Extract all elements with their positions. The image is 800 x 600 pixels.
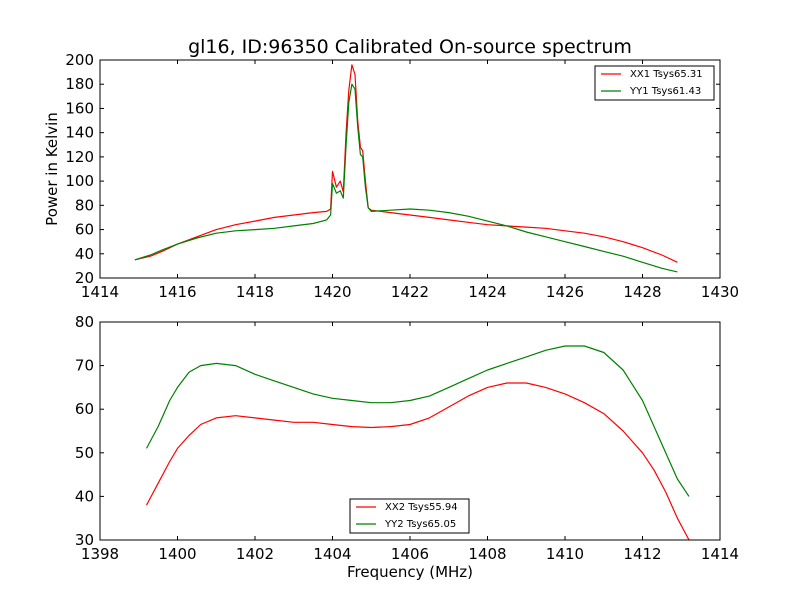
x-tick-label: 1400 <box>158 545 196 563</box>
y-tick-label: 120 <box>65 148 94 166</box>
series-line-yy2 <box>145 345 690 497</box>
top-legend: XX1 Tsys65.31 YY1 Tsys61.43 <box>594 65 715 101</box>
x-tick-label: 1422 <box>391 283 429 301</box>
y-tick-label: 80 <box>75 313 94 331</box>
legend-label-yy1: YY1 Tsys61.43 <box>629 86 701 97</box>
y-tick-label: 40 <box>75 245 94 263</box>
x-tick-label: 1426 <box>546 283 584 301</box>
y-tick-label: 200 <box>65 51 94 69</box>
bottom-spectrum-panel: 1398 1400 1402 1404 1406 1408 1410 1412 1414 30 40… <box>75 313 739 581</box>
y-tick-label: 40 <box>75 487 94 505</box>
top-spectrum-panel: gl16, ID:96350 Calibrated On-source spec… <box>43 36 739 301</box>
x-tick-label: 1418 <box>236 283 274 301</box>
x-tick-label: 1406 <box>391 545 429 563</box>
series-line-xx2 <box>145 382 690 541</box>
bottom-legend: XX2 Tsys55.94 YY2 Tsys65.05 <box>349 498 470 534</box>
y-tick-label: 70 <box>75 357 94 375</box>
y-tick-label: 160 <box>65 99 94 117</box>
y-tick-label: 60 <box>75 221 94 239</box>
x-tick-label: 1424 <box>468 283 506 301</box>
x-tick-label: 1402 <box>236 545 274 563</box>
x-tick-label: 1420 <box>313 283 351 301</box>
x-tick-label: 1404 <box>313 545 351 563</box>
y-tick-label: 60 <box>75 400 94 418</box>
x-tick-label: 1412 <box>623 545 661 563</box>
series-line-yy1 <box>134 83 678 273</box>
bottom-plot-area: 1398 1400 1402 1404 1406 1408 1410 1412 1414 30 40… <box>75 313 739 563</box>
x-tick-label: 1408 <box>468 545 506 563</box>
legend-box <box>349 498 470 534</box>
x-axis-label: Frequency (MHz) <box>347 563 473 581</box>
legend-label-yy2: YY2 Tsys65.05 <box>384 519 456 530</box>
y-tick-label: 100 <box>65 172 94 190</box>
y-tick-label: 80 <box>75 196 94 214</box>
x-tick-label: 1416 <box>158 283 196 301</box>
top-plot-area: 1414 1416 1418 1420 1422 1424 1426 1428 1430 20 40… <box>65 51 739 301</box>
legend-label-xx1: XX1 Tsys65.31 <box>630 69 703 80</box>
y-axis-label: Power in Kelvin <box>43 112 61 226</box>
chart-title: gl16, ID:96350 Calibrated On-source spec… <box>188 36 632 58</box>
legend-label-xx2: XX2 Tsys55.94 <box>385 502 458 513</box>
y-tick-label: 20 <box>75 269 94 287</box>
x-tick-label: 1428 <box>623 283 661 301</box>
x-tick-label: 1414 <box>81 283 119 301</box>
top-plot-frame <box>99 59 721 279</box>
y-tick-label: 50 <box>75 444 94 462</box>
y-tick-label: 180 <box>65 75 94 93</box>
x-tick-label: 1410 <box>546 545 584 563</box>
legend-box <box>594 65 715 101</box>
x-tick-label: 1398 <box>81 545 119 563</box>
bottom-plot-frame <box>99 321 721 541</box>
y-tick-label: 140 <box>65 124 94 142</box>
x-tick-label: 1414 <box>701 545 739 563</box>
x-tick-label: 1430 <box>701 283 739 301</box>
y-tick-label: 30 <box>75 531 94 549</box>
